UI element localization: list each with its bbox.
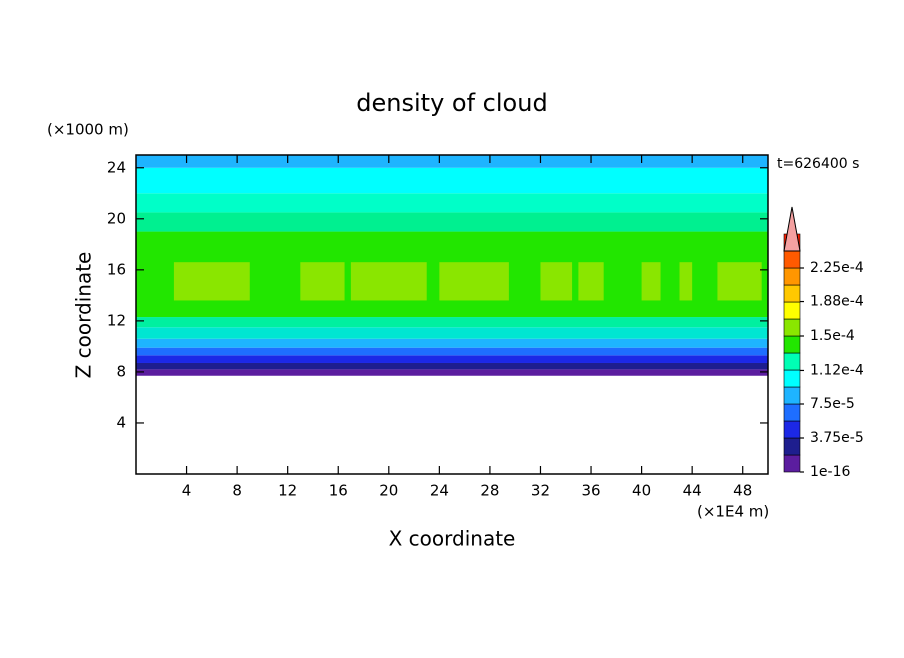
contour-band	[136, 155, 768, 168]
contour-patch	[439, 262, 509, 301]
contour-band	[136, 338, 768, 348]
colorbar-tick-label: 2.25e-4	[810, 260, 864, 276]
contour-band	[136, 167, 768, 194]
colorbar-box	[783, 403, 801, 422]
y-tick-label: 8	[116, 362, 126, 380]
x-tick-label: 8	[232, 482, 242, 500]
contour-band	[136, 212, 768, 232]
time-label: t=626400 s	[777, 156, 859, 172]
colorbar-box	[783, 454, 801, 473]
contour-patch	[300, 262, 345, 301]
y-axis-label: Z coordinate	[72, 252, 96, 379]
contour-band	[136, 327, 768, 339]
chart-title: density of cloud	[356, 89, 547, 117]
colorbar-box	[783, 318, 801, 337]
x-tick-label: 24	[430, 482, 449, 500]
y-tick-label: 16	[107, 260, 126, 278]
x-tick-label: 20	[379, 482, 398, 500]
colorbar-box	[783, 301, 801, 320]
x-tick-label: 44	[683, 482, 702, 500]
contour-patch	[540, 262, 573, 301]
colorbar-tick-label: 1e-16	[810, 464, 850, 480]
contour-band	[136, 193, 768, 213]
contour-band	[136, 347, 768, 356]
colorbar-tick-label: 1.88e-4	[810, 294, 864, 310]
y-unit: (×1000 m)	[47, 121, 129, 139]
x-tick-label: 16	[329, 482, 348, 500]
colorbar-box	[783, 369, 801, 388]
plot-frame	[135, 154, 769, 475]
contour-band	[136, 317, 768, 328]
contour-band	[136, 369, 768, 376]
x-tick-label: 12	[278, 482, 297, 500]
x-axis-label: X coordinate	[389, 527, 516, 551]
colorbar-tick-label: 1.12e-4	[810, 362, 864, 378]
x-tick-label: 48	[733, 482, 752, 500]
contour-patch	[350, 262, 427, 301]
x-tick-label: 40	[632, 482, 651, 500]
x-tick-label: 28	[480, 482, 499, 500]
colorbar-box	[783, 284, 801, 303]
y-tick-label: 4	[116, 413, 126, 431]
contour-patch	[717, 262, 762, 301]
contour-patch	[173, 262, 250, 301]
x-tick-label: 36	[581, 482, 600, 500]
contour-band	[136, 362, 768, 370]
colorbar-tick-label: 3.75e-5	[810, 430, 864, 446]
y-tick-label: 20	[107, 209, 126, 227]
contour-patch	[578, 262, 604, 301]
colorbar-box	[783, 250, 801, 269]
colorbar-box	[783, 352, 801, 371]
x-tick-label: 4	[182, 482, 192, 500]
y-tick-label: 12	[107, 311, 126, 329]
colorbar-overflow	[783, 206, 801, 252]
colorbar-tick-label: 1.5e-4	[810, 328, 855, 344]
contour-patch	[679, 262, 693, 301]
colorbar-box	[783, 335, 801, 354]
colorbar-box	[783, 420, 801, 439]
contour-band	[136, 355, 768, 363]
contour-patch	[641, 262, 661, 301]
y-tick-label: 24	[107, 158, 126, 176]
x-unit: (×1E4 m)	[697, 503, 769, 521]
colorbar-box	[783, 267, 801, 286]
x-tick-label: 32	[531, 482, 550, 500]
colorbar-box	[783, 386, 801, 405]
colorbar-tick-label: 7.5e-5	[810, 396, 855, 412]
colorbar-box	[783, 437, 801, 456]
